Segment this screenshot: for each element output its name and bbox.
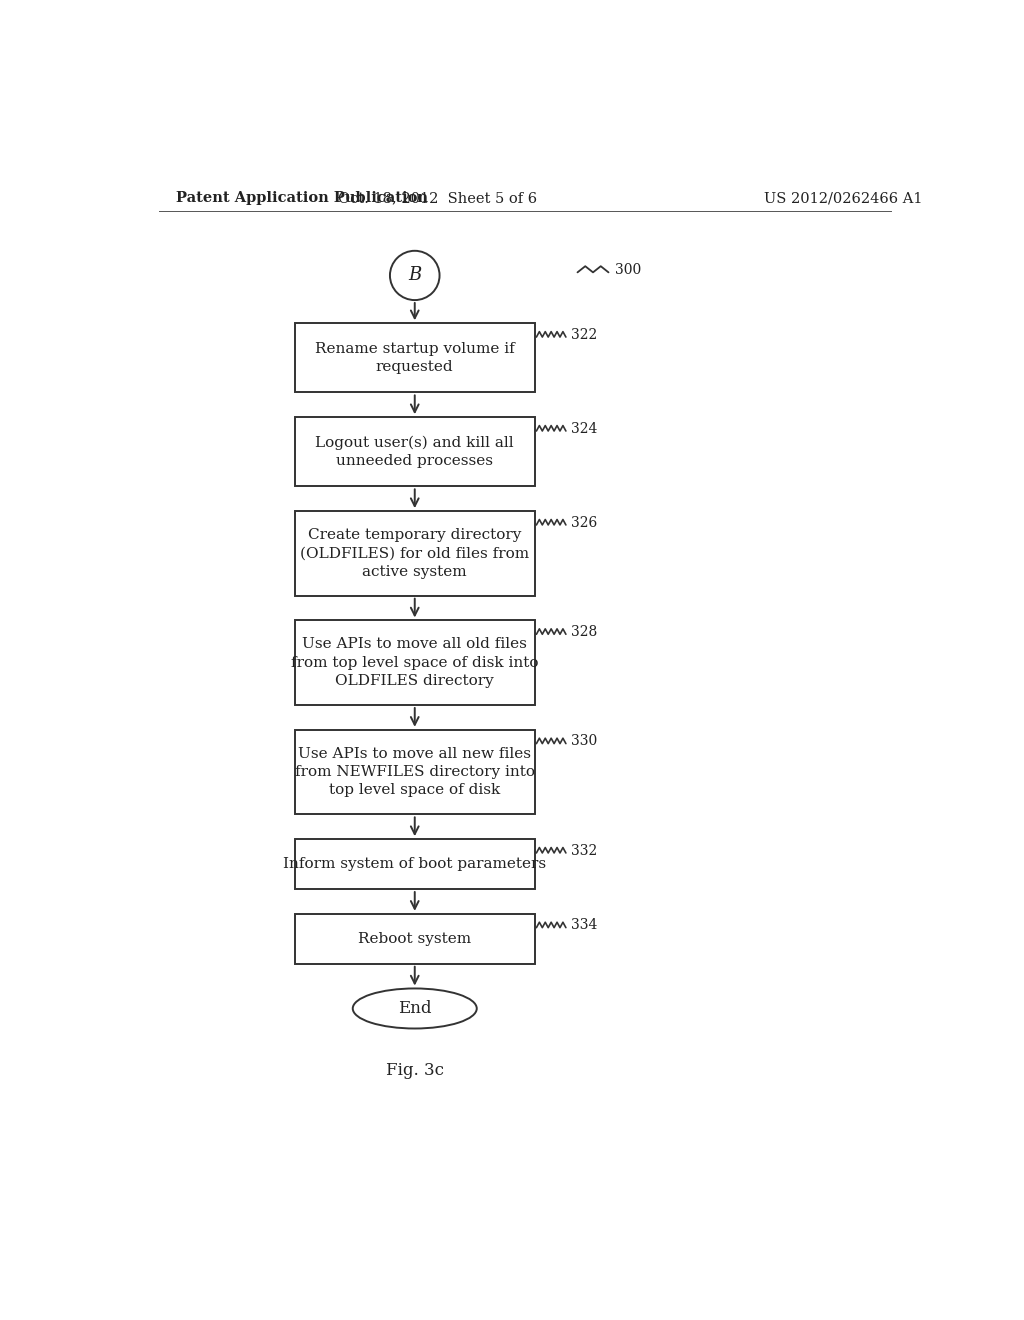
Bar xyxy=(295,840,535,890)
Bar xyxy=(295,323,535,392)
Text: Use APIs to move all new files
from NEWFILES directory into
top level space of d: Use APIs to move all new files from NEWF… xyxy=(295,747,535,797)
Text: 322: 322 xyxy=(570,327,597,342)
Bar xyxy=(295,620,535,705)
Text: 326: 326 xyxy=(570,516,597,529)
Ellipse shape xyxy=(352,989,477,1028)
Text: 334: 334 xyxy=(570,919,597,932)
Bar xyxy=(295,417,535,487)
Text: Patent Application Publication: Patent Application Publication xyxy=(176,191,428,206)
Bar xyxy=(295,913,535,964)
Text: Oct. 18, 2012  Sheet 5 of 6: Oct. 18, 2012 Sheet 5 of 6 xyxy=(339,191,538,206)
Text: B: B xyxy=(409,267,421,284)
Text: Reboot system: Reboot system xyxy=(358,932,471,946)
Bar xyxy=(295,730,535,814)
Text: Rename startup volume if
requested: Rename startup volume if requested xyxy=(314,342,515,374)
Text: Use APIs to move all old files
from top level space of disk into
OLDFILES direct: Use APIs to move all old files from top … xyxy=(291,638,539,688)
Bar xyxy=(295,511,535,595)
Text: End: End xyxy=(398,1001,431,1016)
Text: 324: 324 xyxy=(570,421,597,436)
Text: Inform system of boot parameters: Inform system of boot parameters xyxy=(284,857,547,871)
Text: Create temporary directory
(OLDFILES) for old files from
active system: Create temporary directory (OLDFILES) fo… xyxy=(300,528,529,578)
Text: Logout user(s) and kill all
unneeded processes: Logout user(s) and kill all unneeded pro… xyxy=(315,436,514,469)
Text: US 2012/0262466 A1: US 2012/0262466 A1 xyxy=(764,191,922,206)
Text: 330: 330 xyxy=(570,734,597,748)
Text: 300: 300 xyxy=(614,263,641,277)
Text: 332: 332 xyxy=(570,843,597,858)
Text: Fig. 3c: Fig. 3c xyxy=(386,1063,443,1080)
Text: 328: 328 xyxy=(570,624,597,639)
